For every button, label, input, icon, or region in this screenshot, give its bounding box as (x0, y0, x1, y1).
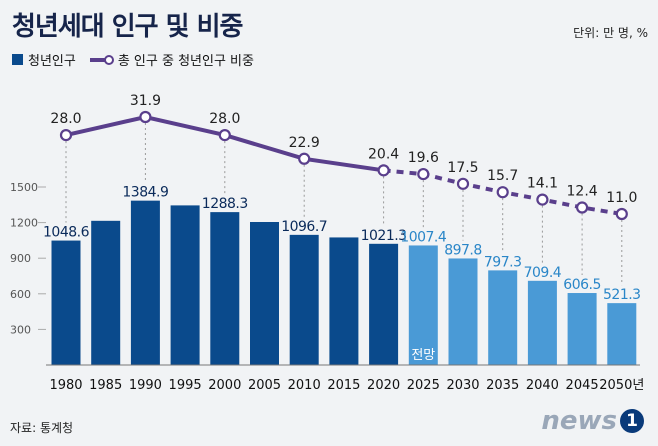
line-value-label: 14.1 (527, 176, 558, 192)
line-point (377, 164, 390, 177)
legend-item-bar: 청년인구 (12, 50, 76, 69)
y-tick-label: 1500 (10, 181, 38, 194)
line-value-label: 28.0 (209, 111, 240, 127)
line-value-label: 12.4 (567, 184, 598, 200)
bar-2030 (448, 258, 478, 365)
x-tick-label: 2035 (486, 378, 519, 393)
line-point (417, 167, 430, 181)
bar-value-label: 521.3 (603, 287, 641, 303)
legend: 청년인구 총 인구 중 청년인구 비중 (12, 50, 268, 69)
bar-2000 (210, 212, 240, 365)
bar-value-label: 797.3 (484, 254, 522, 270)
bar-1990 (130, 200, 160, 365)
x-tick-label: 1990 (129, 378, 162, 393)
line-value-label: 15.7 (487, 168, 518, 184)
x-tick-label: 2030 (446, 378, 479, 393)
line-value-label: 17.5 (447, 160, 478, 176)
line-value-label: 11.0 (606, 190, 637, 206)
logo-badge: 1 (620, 409, 644, 433)
line-point (575, 201, 589, 214)
bar-value-label: 1096.7 (281, 219, 327, 235)
x-tick-label: 1995 (169, 378, 202, 393)
source-label: 자료: 통계청 (10, 421, 74, 435)
bar-1980 (51, 240, 81, 365)
bar-2010 (289, 234, 319, 365)
line-value-label: 20.4 (368, 146, 399, 162)
bar-2020 (369, 243, 399, 365)
x-tick-label: 1980 (49, 378, 82, 393)
bar-value-label: 1021.3 (361, 228, 407, 244)
bar-2040 (527, 280, 557, 365)
x-tick-label: 2015 (327, 378, 360, 393)
y-tick-label: 600 (10, 288, 31, 301)
bar-value-label: 1384.9 (122, 185, 168, 201)
bar-2035 (488, 270, 518, 365)
bar-1995 (170, 205, 200, 365)
line-value-label: 31.9 (130, 93, 161, 109)
line-point (218, 129, 231, 142)
line-point (139, 110, 152, 124)
x-tick-label: 2050년 (599, 378, 644, 393)
forecast-label: 전망 (411, 348, 435, 363)
x-tick-label: 2005 (248, 378, 281, 393)
bar-2015 (329, 237, 359, 365)
x-tick-label: 2025 (407, 378, 440, 393)
bar-value-label: 1007.4 (400, 229, 447, 245)
logo-text: news (541, 406, 617, 436)
y-tick-label: 1200 (10, 217, 38, 230)
x-tick-label: 2000 (208, 378, 241, 393)
bar-value-label: 1288.3 (202, 196, 248, 212)
line-value-label: 28.0 (50, 111, 81, 127)
bar-value-label: 1048.6 (43, 225, 90, 241)
y-tick-label: 900 (10, 252, 31, 265)
bar-swatch (12, 54, 23, 65)
line-point (496, 186, 509, 199)
news1-logo: news 1 (541, 406, 644, 436)
unit-label: 단위: 만 명, % (573, 26, 648, 40)
x-tick-label: 2010 (288, 378, 321, 393)
line-value-label: 22.9 (289, 135, 320, 151)
line-point (456, 177, 470, 190)
bar-1985 (91, 220, 121, 365)
line-point (615, 207, 628, 221)
bar-value-label: 709.4 (524, 265, 562, 281)
bar-value-label: 897.8 (444, 242, 482, 258)
x-tick-label: 2040 (526, 378, 559, 393)
bar-value-label: 606.5 (563, 277, 601, 293)
chart-title: 청년세대 인구 및 비중 (12, 12, 243, 42)
y-tick-label: 300 (10, 323, 31, 336)
bar-2045 (567, 293, 597, 365)
line-swatch (89, 54, 114, 65)
legend-bar-label: 청년인구 (28, 54, 76, 69)
line-point (536, 193, 549, 206)
x-tick-label: 1985 (89, 378, 122, 393)
line-point (298, 152, 311, 165)
line-value-label: 19.6 (408, 150, 439, 166)
line-point (59, 129, 73, 142)
bar-2005 (250, 222, 279, 365)
bar-2025 (408, 245, 438, 365)
x-tick-label: 2045 (566, 378, 599, 393)
legend-line-label: 총 인구 중 청년인구 비중 (117, 54, 254, 69)
bar-2050년 (607, 303, 637, 365)
x-tick-label: 2020 (367, 378, 400, 393)
legend-item-line: 총 인구 중 청년인구 비중 (89, 50, 254, 69)
